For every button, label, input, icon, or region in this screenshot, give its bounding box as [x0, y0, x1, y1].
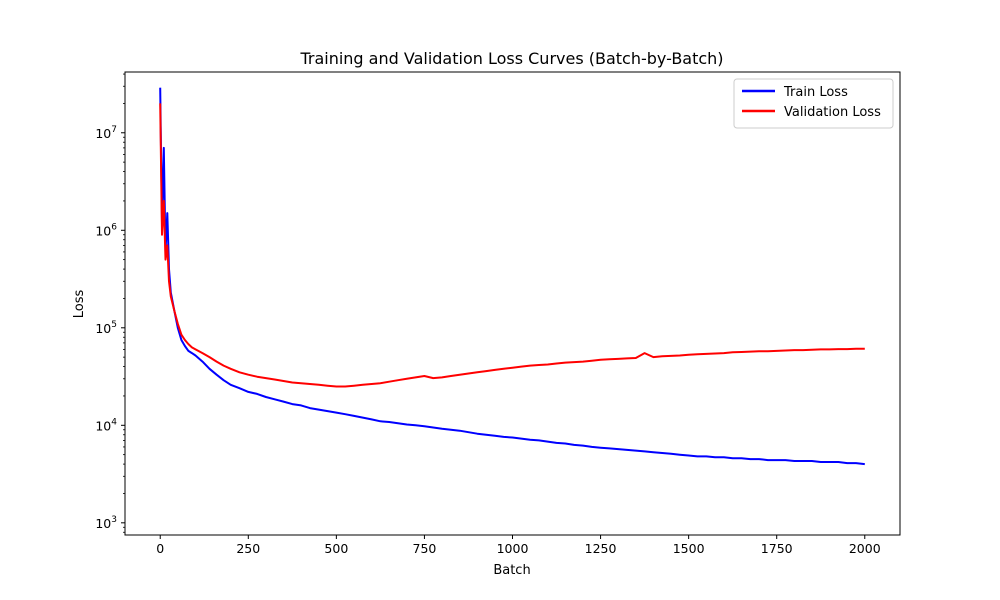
x-axis: 0 250 500 750 1000 1250 1500 1750 2000 [156, 535, 881, 556]
chart-title: Training and Validation Loss Curves (Bat… [299, 49, 723, 68]
y-tick-label-exponent: 6 [111, 222, 117, 232]
y-tick-label-1e4: 104 [95, 417, 117, 433]
x-tick-label-1250: 1250 [585, 541, 617, 556]
x-tick-label-750: 750 [413, 541, 437, 556]
x-tick-label-1000: 1000 [497, 541, 529, 556]
x-tick-label-1500: 1500 [673, 541, 705, 556]
y-tick-label-exponent: 4 [111, 417, 117, 427]
legend-label-validation: Validation Loss [784, 105, 881, 120]
y-axis-label: Loss [72, 290, 87, 319]
y-tick-label-base: 10 [95, 223, 111, 238]
y-tick-label-base: 10 [95, 516, 111, 531]
legend: Train Loss Validation Loss [733, 78, 894, 129]
validation-loss-line [159, 103, 865, 388]
y-tick-label-base: 10 [95, 126, 111, 141]
x-tick-label-1750: 1750 [761, 541, 793, 556]
y-tick-label-1e7: 107 [95, 125, 117, 141]
train-loss-line [159, 87, 865, 466]
y-tick-label-1e6: 106 [95, 222, 117, 238]
y-tick-label-exponent: 7 [111, 125, 117, 135]
y-tick-label-base: 10 [95, 418, 111, 433]
y-tick-label-exponent: 5 [111, 320, 117, 330]
series-layer [159, 87, 865, 466]
x-axis-label: Batch [493, 563, 530, 578]
x-tick-label-250: 250 [236, 541, 260, 556]
y-tick-label-exponent: 3 [111, 515, 117, 525]
x-tick-label-500: 500 [324, 541, 348, 556]
x-tick-label-0: 0 [156, 541, 164, 556]
y-tick-label-base: 10 [95, 321, 111, 336]
x-tick-label-2000: 2000 [849, 541, 881, 556]
y-tick-label-1e5: 105 [95, 320, 117, 336]
y-tick-label-1e3: 103 [95, 515, 117, 531]
legend-label-train: Train Loss [783, 85, 848, 100]
